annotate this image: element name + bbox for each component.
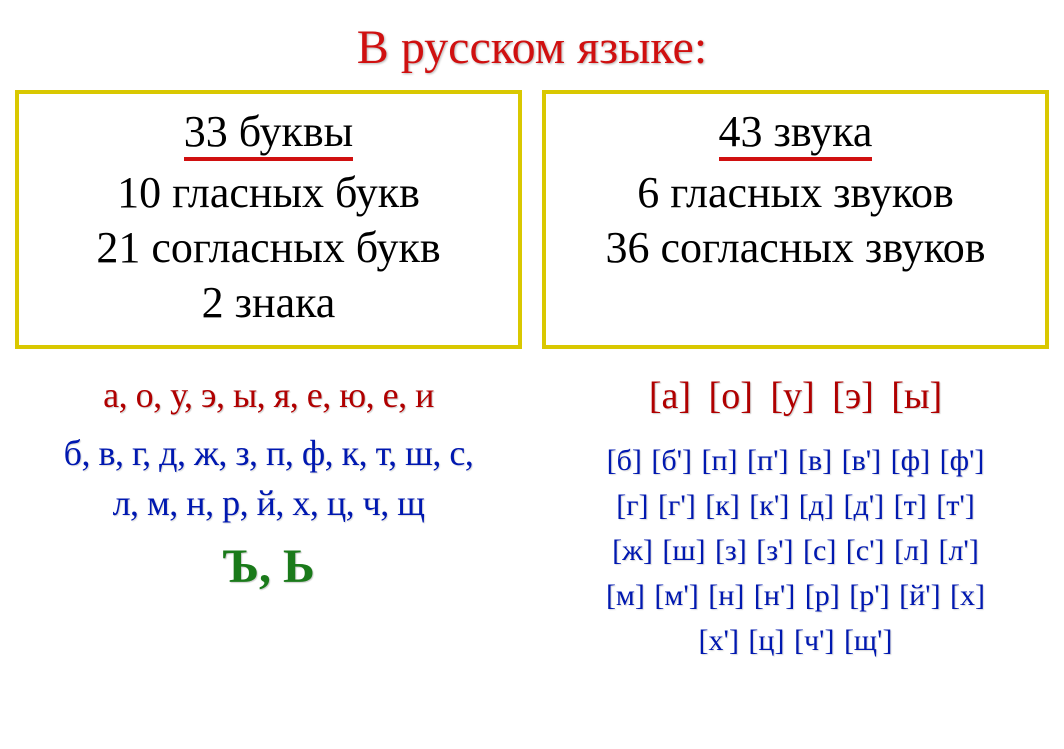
letters-box: 33 буквы 10 гласных букв 21 согласных бу… <box>15 90 522 349</box>
sounds-column: [а] [о] [у] [э] [ы] [б] [б'] [п] [п'] [в… <box>542 374 1049 663</box>
consonant-sounds-row2: [г] [г'] [к] [к'] [д] [д'] [т] [т'] <box>542 483 1049 528</box>
signs-list: Ъ, Ь <box>15 539 522 594</box>
letters-box-line2: 21 согласных букв <box>39 220 498 275</box>
consonant-sounds-row4: [м] [м'] [н] [н'] [р] [р'] [й'] [х] <box>542 573 1049 618</box>
consonant-letters-list: б, в, г, д, ж, з, п, ф, к, т, ш, с, л, м… <box>15 428 522 529</box>
sounds-box-line2: 36 согласных звуков <box>566 220 1025 275</box>
letters-box-line3: 2 знака <box>39 275 498 330</box>
consonant-letters-row1: б, в, г, д, ж, з, п, ф, к, т, ш, с, <box>15 428 522 478</box>
consonant-sounds-row1: [б] [б'] [п] [п'] [в] [в'] [ф] [ф'] <box>542 438 1049 483</box>
consonant-sounds-row5: [х'] [ц] [ч'] [щ'] <box>542 618 1049 663</box>
consonant-sounds-row3: [ж] [ш] [з] [з'] [с] [с'] [л] [л'] <box>542 528 1049 573</box>
letters-column: а, о, у, э, ы, я, е, ю, е, и б, в, г, д,… <box>15 374 522 663</box>
vowel-sounds-list: [а] [о] [у] [э] [ы] <box>542 374 1049 418</box>
details-section: а, о, у, э, ы, я, е, ю, е, и б, в, г, д,… <box>15 374 1049 663</box>
sounds-box-header: 43 звука <box>719 106 873 161</box>
vowel-letters-list: а, о, у, э, ы, я, е, ю, е, и <box>15 374 522 416</box>
letters-box-header: 33 буквы <box>184 106 353 161</box>
summary-boxes: 33 буквы 10 гласных букв 21 согласных бу… <box>15 90 1049 349</box>
letters-box-line1: 10 гласных букв <box>39 165 498 220</box>
consonant-letters-row2: л, м, н, р, й, х, ц, ч, щ <box>15 478 522 528</box>
consonant-sounds-list: [б] [б'] [п] [п'] [в] [в'] [ф] [ф'] [г] … <box>542 438 1049 663</box>
sounds-box: 43 звука 6 гласных звуков 36 согласных з… <box>542 90 1049 349</box>
page-title: В русском языке: <box>15 20 1049 75</box>
sounds-box-line1: 6 гласных звуков <box>566 165 1025 220</box>
